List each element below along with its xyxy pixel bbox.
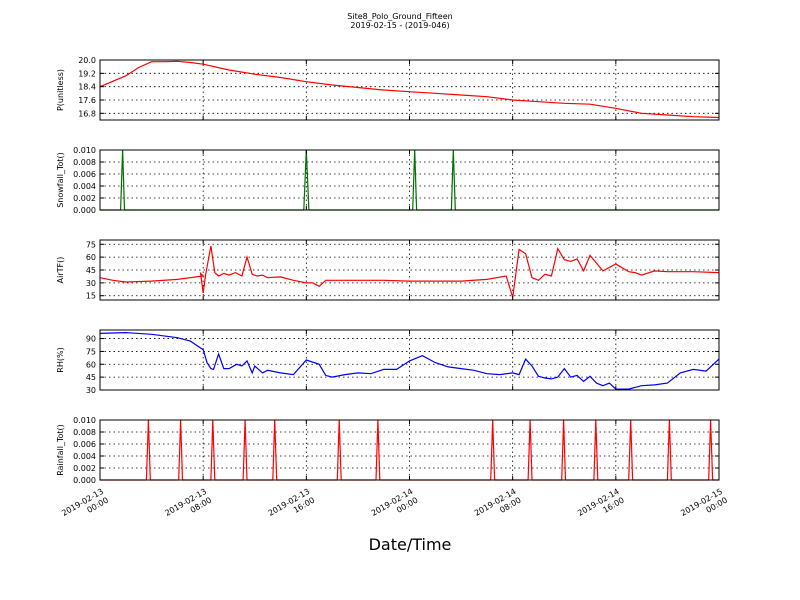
series-line xyxy=(99,60,720,119)
series-line xyxy=(99,245,720,298)
ytick-label: 0.000 xyxy=(73,206,96,215)
ylabel: AirTF() xyxy=(56,257,65,284)
panel-2: 0.000 0.002 0.004 0.006 0.008 0.010 Snowfall_T… xyxy=(56,146,720,215)
ytick-label: 0.000 xyxy=(73,476,96,485)
ytick-label: 0.008 xyxy=(73,428,96,437)
ytick-label: 18.4 xyxy=(78,83,96,92)
ytick-label: 45 xyxy=(86,373,96,382)
ytick-label: 90 xyxy=(86,335,96,344)
ytick-label: 17.6 xyxy=(78,96,96,105)
ytick-label: 30 xyxy=(86,386,96,395)
ytick-label: 0.010 xyxy=(73,416,96,425)
series-line xyxy=(99,331,720,390)
ytick-label: 0.004 xyxy=(73,452,96,461)
ytick-label: 20.0 xyxy=(78,56,96,65)
ytick-label: 30 xyxy=(86,279,96,288)
ytick-label: 0.006 xyxy=(73,440,96,449)
ylabel: Rainfall_Tot() xyxy=(56,424,65,476)
panel-1: 16.8 17.6 18.4 19.2 20.0 P(unitless) xyxy=(56,56,720,121)
ytick-label: 0.004 xyxy=(73,182,96,191)
ytick-label: 75 xyxy=(86,240,96,249)
ylabel: Snowfall_Tot() xyxy=(56,152,65,208)
ytick-label: 19.2 xyxy=(78,69,96,78)
ytick-label: 0.008 xyxy=(73,158,96,167)
ytick-label: 0.006 xyxy=(73,170,96,179)
ytick-label: 0.002 xyxy=(73,464,96,473)
ylabel: P(unitless) xyxy=(56,69,65,111)
ytick-label: 60 xyxy=(86,360,96,369)
ylabel: RH(%) xyxy=(56,347,65,372)
panel-5: 0.000 0.002 0.004 0.006 0.008 0.010 Rainfall_T… xyxy=(56,416,720,485)
ytick-label: 45 xyxy=(86,266,96,275)
ytick-label: 75 xyxy=(86,347,96,356)
ytick-label: 0.002 xyxy=(73,194,96,203)
panel-3: 15 30 45 60 75 AirTF() xyxy=(56,239,720,301)
ytick-label: 16.8 xyxy=(78,109,96,118)
ytick-label: 60 xyxy=(86,253,96,262)
xlabel: Date/Time xyxy=(369,535,452,554)
chart-subtitle: 2019-02-15 - (2019-046) xyxy=(350,21,450,30)
panel-4: 30 45 60 75 90 RH(%) xyxy=(56,329,720,395)
chart-title: Site8_Polo_Ground_Fifteen xyxy=(347,12,453,21)
ytick-label: 0.010 xyxy=(73,146,96,155)
ytick-label: 15 xyxy=(86,292,96,301)
